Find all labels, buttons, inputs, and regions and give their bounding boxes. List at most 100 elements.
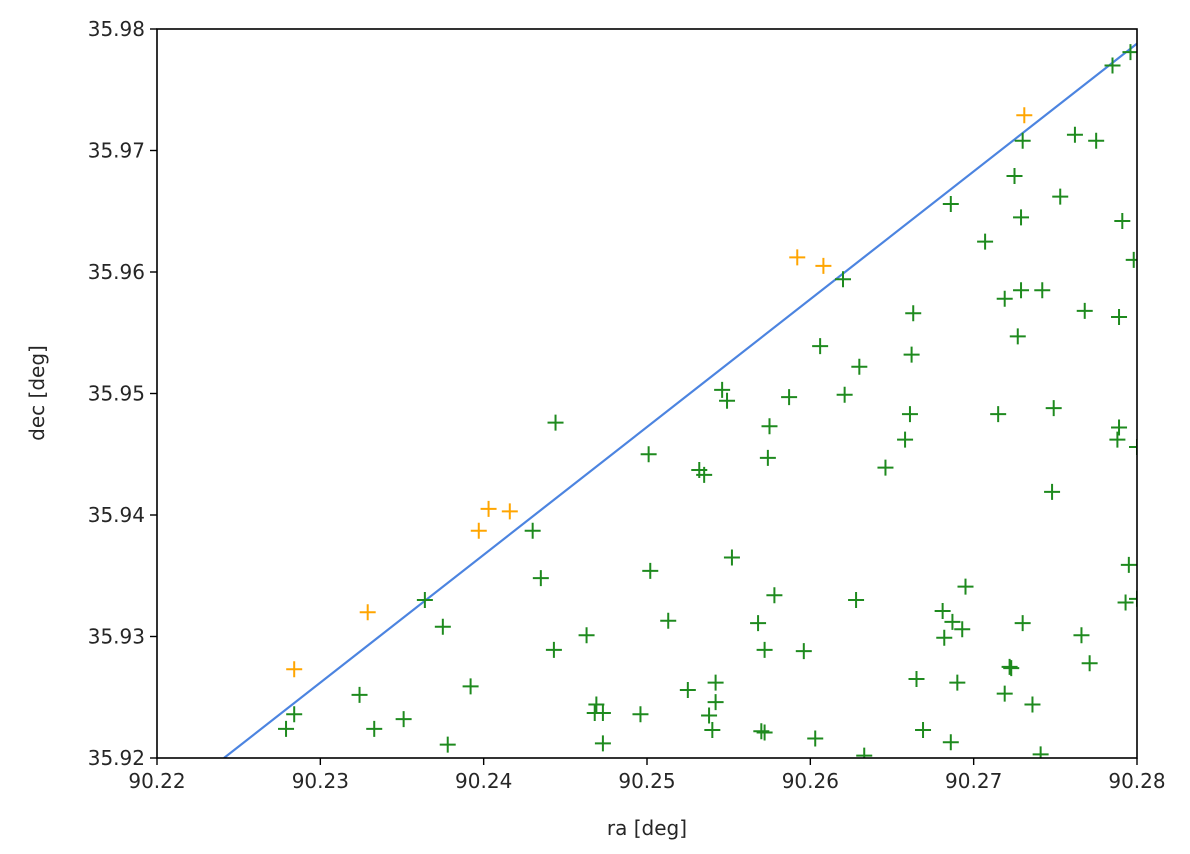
plus-marker-icon xyxy=(766,587,783,604)
plus-marker-icon xyxy=(1032,746,1049,758)
plus-marker-icon xyxy=(942,734,959,751)
plus-marker-icon xyxy=(434,618,451,635)
plus-marker-icon xyxy=(1013,282,1030,299)
plus-marker-icon xyxy=(439,736,456,753)
plus-marker-icon xyxy=(949,674,966,691)
x-tick-label: 90.26 xyxy=(782,769,839,793)
x-axis: 90.22 90.23 90.24 90.25 90.26 90.27 90.28 xyxy=(128,758,1166,793)
boundary-line xyxy=(223,42,1137,758)
y-axis: 35.92 35.93 35.94 35.95 35.96 35.97 35.98 xyxy=(88,17,157,770)
plus-marker-icon xyxy=(789,249,806,266)
plus-marker-icon xyxy=(1009,328,1026,345)
plus-marker-icon xyxy=(759,449,776,466)
plus-marker-icon xyxy=(501,503,518,520)
plus-marker-icon xyxy=(1104,57,1121,74)
plot-background xyxy=(157,29,1137,758)
plus-marker-icon xyxy=(942,195,959,212)
plus-marker-icon xyxy=(366,720,383,737)
plus-marker-icon xyxy=(1076,302,1093,319)
plus-marker-icon xyxy=(395,711,412,728)
plus-marker-icon xyxy=(936,629,953,646)
plus-marker-icon xyxy=(588,696,605,713)
plus-marker-icon xyxy=(642,562,659,579)
plus-marker-icon xyxy=(286,661,303,678)
plus-marker-icon xyxy=(1129,590,1137,607)
plus-marker-icon xyxy=(723,549,740,566)
plus-marker-icon xyxy=(1024,696,1041,713)
plus-marker-icon xyxy=(795,643,812,660)
plus-marker-icon xyxy=(897,431,914,448)
plus-marker-icon xyxy=(990,406,1007,423)
plus-marker-icon xyxy=(756,641,773,658)
plus-marker-icon xyxy=(701,707,718,724)
plus-marker-icon xyxy=(545,641,562,658)
plus-marker-icon xyxy=(462,678,479,695)
plus-marker-icon xyxy=(903,346,920,363)
plus-marker-icon xyxy=(714,381,731,398)
plus-marker-icon xyxy=(1122,44,1137,61)
plus-marker-icon xyxy=(1014,132,1031,149)
plus-marker-icon xyxy=(996,685,1013,702)
plus-marker-icon xyxy=(594,735,611,752)
plus-marker-icon xyxy=(856,747,873,758)
plus-marker-icon xyxy=(1120,556,1137,573)
plus-marker-icon xyxy=(1013,209,1030,226)
plus-marker-icon xyxy=(594,705,611,722)
x-tick-label: 90.22 xyxy=(128,769,185,793)
plus-marker-icon xyxy=(1114,212,1131,229)
plus-marker-icon xyxy=(756,724,773,741)
plus-marker-icon xyxy=(1073,627,1090,644)
plus-marker-icon xyxy=(1081,655,1098,672)
plus-marker-icon xyxy=(1125,251,1137,268)
plus-marker-icon xyxy=(707,674,724,691)
plus-marker-icon xyxy=(750,615,767,632)
plus-marker-icon xyxy=(901,406,918,423)
x-tick-label: 90.23 xyxy=(292,769,349,793)
plus-marker-icon xyxy=(1052,188,1069,205)
plus-marker-icon xyxy=(848,592,865,609)
y-tick-label: 35.93 xyxy=(88,625,145,649)
plus-marker-icon xyxy=(761,418,778,435)
plus-marker-icon xyxy=(1001,658,1018,675)
plus-marker-icon xyxy=(957,578,974,595)
plus-marker-icon xyxy=(934,602,951,619)
plus-marker-icon xyxy=(640,446,657,463)
plus-marker-icon xyxy=(815,257,832,274)
plus-marker-icon xyxy=(416,592,433,609)
plus-marker-icon xyxy=(696,466,713,483)
plus-marker-icon xyxy=(851,358,868,375)
y-tick-label: 35.92 xyxy=(88,746,145,770)
plus-marker-icon xyxy=(286,706,303,723)
plus-marker-icon xyxy=(660,612,677,629)
plus-marker-icon xyxy=(1088,132,1105,149)
plus-marker-icon xyxy=(470,522,487,539)
y-tick-label: 35.98 xyxy=(88,17,145,41)
plus-marker-icon xyxy=(1014,615,1031,632)
plus-marker-icon xyxy=(1129,438,1137,455)
x-tick-label: 90.25 xyxy=(618,769,675,793)
plus-marker-icon xyxy=(679,681,696,698)
plus-marker-icon xyxy=(977,233,994,250)
plus-marker-icon xyxy=(908,671,925,688)
below-line-points xyxy=(278,44,1137,758)
plus-marker-icon xyxy=(278,720,295,737)
plus-marker-icon xyxy=(781,389,798,406)
plus-marker-icon xyxy=(719,392,736,409)
plus-marker-icon xyxy=(753,723,770,740)
plus-marker-icon xyxy=(1066,126,1083,143)
plus-marker-icon xyxy=(1045,400,1062,417)
plus-marker-icon xyxy=(632,706,649,723)
plus-marker-icon xyxy=(836,386,853,403)
plus-marker-icon xyxy=(532,570,549,587)
above-line-points xyxy=(286,107,1033,678)
plus-marker-icon xyxy=(877,459,894,476)
plus-marker-icon xyxy=(1111,419,1128,436)
plus-marker-icon xyxy=(1111,308,1128,325)
plus-marker-icon xyxy=(359,604,376,621)
plus-marker-icon xyxy=(1117,594,1134,611)
plus-marker-icon xyxy=(944,613,961,630)
y-tick-label: 35.95 xyxy=(88,382,145,406)
plus-marker-icon xyxy=(524,522,541,539)
plus-marker-icon xyxy=(835,271,851,288)
